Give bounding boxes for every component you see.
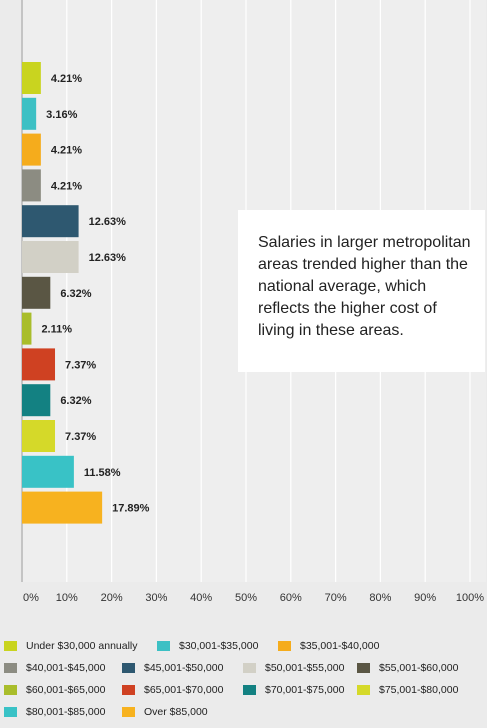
legend-swatch	[278, 641, 291, 651]
legend-label: Over $85,000	[144, 706, 208, 718]
legend-swatch	[4, 641, 17, 651]
x-tick-label: 50%	[235, 592, 257, 604]
x-tick-label: 100%	[456, 592, 484, 604]
legend-item: $30,001-$35,000	[157, 640, 258, 652]
legend-item: $55,001-$60,000	[357, 662, 458, 674]
x-tick-label: 90%	[414, 592, 436, 604]
legend-label: $75,001-$80,000	[379, 684, 459, 696]
legend-item: Under $30,000 annually	[4, 640, 138, 652]
bar-value-label: 2.11%	[41, 324, 72, 336]
legend-swatch	[243, 663, 256, 673]
legend-label: $35,001-$40,000	[300, 640, 380, 652]
legend-label: $80,001-$85,000	[26, 706, 106, 718]
x-axis-ticks: 0% 10% 20% 30% 40% 50% 60% 70% 80% 90% 100%	[23, 592, 484, 604]
legend-item: $65,001-$70,000	[122, 684, 223, 696]
legend-swatch	[4, 663, 17, 673]
legend-swatch	[357, 663, 370, 673]
bar	[22, 169, 41, 202]
bar-value-label: 4.21%	[51, 73, 82, 85]
bar	[22, 241, 79, 273]
legend-label: Under $30,000 annually	[26, 640, 138, 652]
bar-value-label: 11.58%	[84, 467, 121, 479]
legend-swatch	[122, 707, 135, 717]
legend-item: $75,001-$80,000	[357, 684, 458, 696]
bar-value-label: 12.63%	[89, 216, 127, 228]
x-tick-label: 40%	[190, 592, 212, 604]
x-tick-label: 70%	[325, 592, 347, 604]
bar-value-label: 6.32%	[60, 288, 91, 300]
legend-item: $80,001-$85,000	[4, 706, 105, 718]
legend: Under $30,000 annually $30,001-$35,000 $35…	[0, 636, 487, 728]
x-tick-label: 0%	[23, 592, 39, 604]
bar	[22, 491, 103, 524]
bar	[22, 62, 41, 94]
bar-value-label: 7.37%	[65, 359, 96, 371]
legend-swatch	[357, 685, 370, 695]
legend-label: $40,001-$45,000	[26, 662, 106, 674]
annotation-text: Salaries in larger metropolitan areas tr…	[258, 234, 471, 339]
bar-value-label: 4.21%	[51, 145, 82, 157]
bar	[22, 133, 41, 166]
legend-swatch	[122, 663, 135, 673]
annotation-callout: Salaries in larger metropolitan areas tr…	[238, 210, 485, 372]
bar-value-label: 7.37%	[65, 431, 96, 443]
legend-label: $55,001-$60,000	[379, 662, 459, 674]
bar-value-label: 12.63%	[89, 252, 127, 264]
bar-value-label: 17.89%	[112, 503, 150, 515]
legend-item: $60,001-$65,000	[4, 684, 105, 696]
legend-swatch	[4, 685, 17, 695]
bar	[22, 455, 74, 488]
legend-label: $70,001-$75,000	[265, 684, 345, 696]
legend-item: $50,001-$55,000	[243, 662, 344, 674]
legend-item: $45,001-$50,000	[122, 662, 223, 674]
x-tick-label: 20%	[101, 592, 123, 604]
legend-swatch	[157, 641, 170, 651]
legend-item: $70,001-$75,000	[243, 684, 344, 696]
x-tick-label: 30%	[145, 592, 167, 604]
legend-swatch	[243, 685, 256, 695]
legend-swatch	[122, 685, 135, 695]
bar-value-label: 3.16%	[46, 109, 77, 121]
bars: 4.21% 3.16% 4.21% 4.21% 12.63% 12.63% 6.32% 2.1…	[22, 62, 150, 524]
legend-label: $50,001-$55,000	[265, 662, 345, 674]
bar	[22, 348, 56, 381]
bar	[22, 312, 32, 345]
legend-item: Over $85,000	[122, 706, 208, 718]
bar	[22, 205, 79, 238]
bar	[22, 384, 51, 417]
legend-label: $30,001-$35,000	[179, 640, 259, 652]
legend-swatch	[4, 707, 17, 717]
x-tick-label: 10%	[56, 592, 78, 604]
x-tick-label: 60%	[280, 592, 302, 604]
bar	[22, 97, 37, 130]
legend-item: $40,001-$45,000	[4, 662, 105, 674]
bar-value-label: 6.32%	[60, 395, 91, 407]
bar-value-label: 4.21%	[51, 180, 82, 192]
legend-label: $65,001-$70,000	[144, 684, 224, 696]
legend-label: $45,001-$50,000	[144, 662, 224, 674]
legend-label: $60,001-$65,000	[26, 684, 106, 696]
bar	[22, 420, 56, 452]
legend-item: $35,001-$40,000	[278, 640, 379, 652]
x-tick-label: 80%	[369, 592, 391, 604]
bar	[22, 276, 51, 309]
